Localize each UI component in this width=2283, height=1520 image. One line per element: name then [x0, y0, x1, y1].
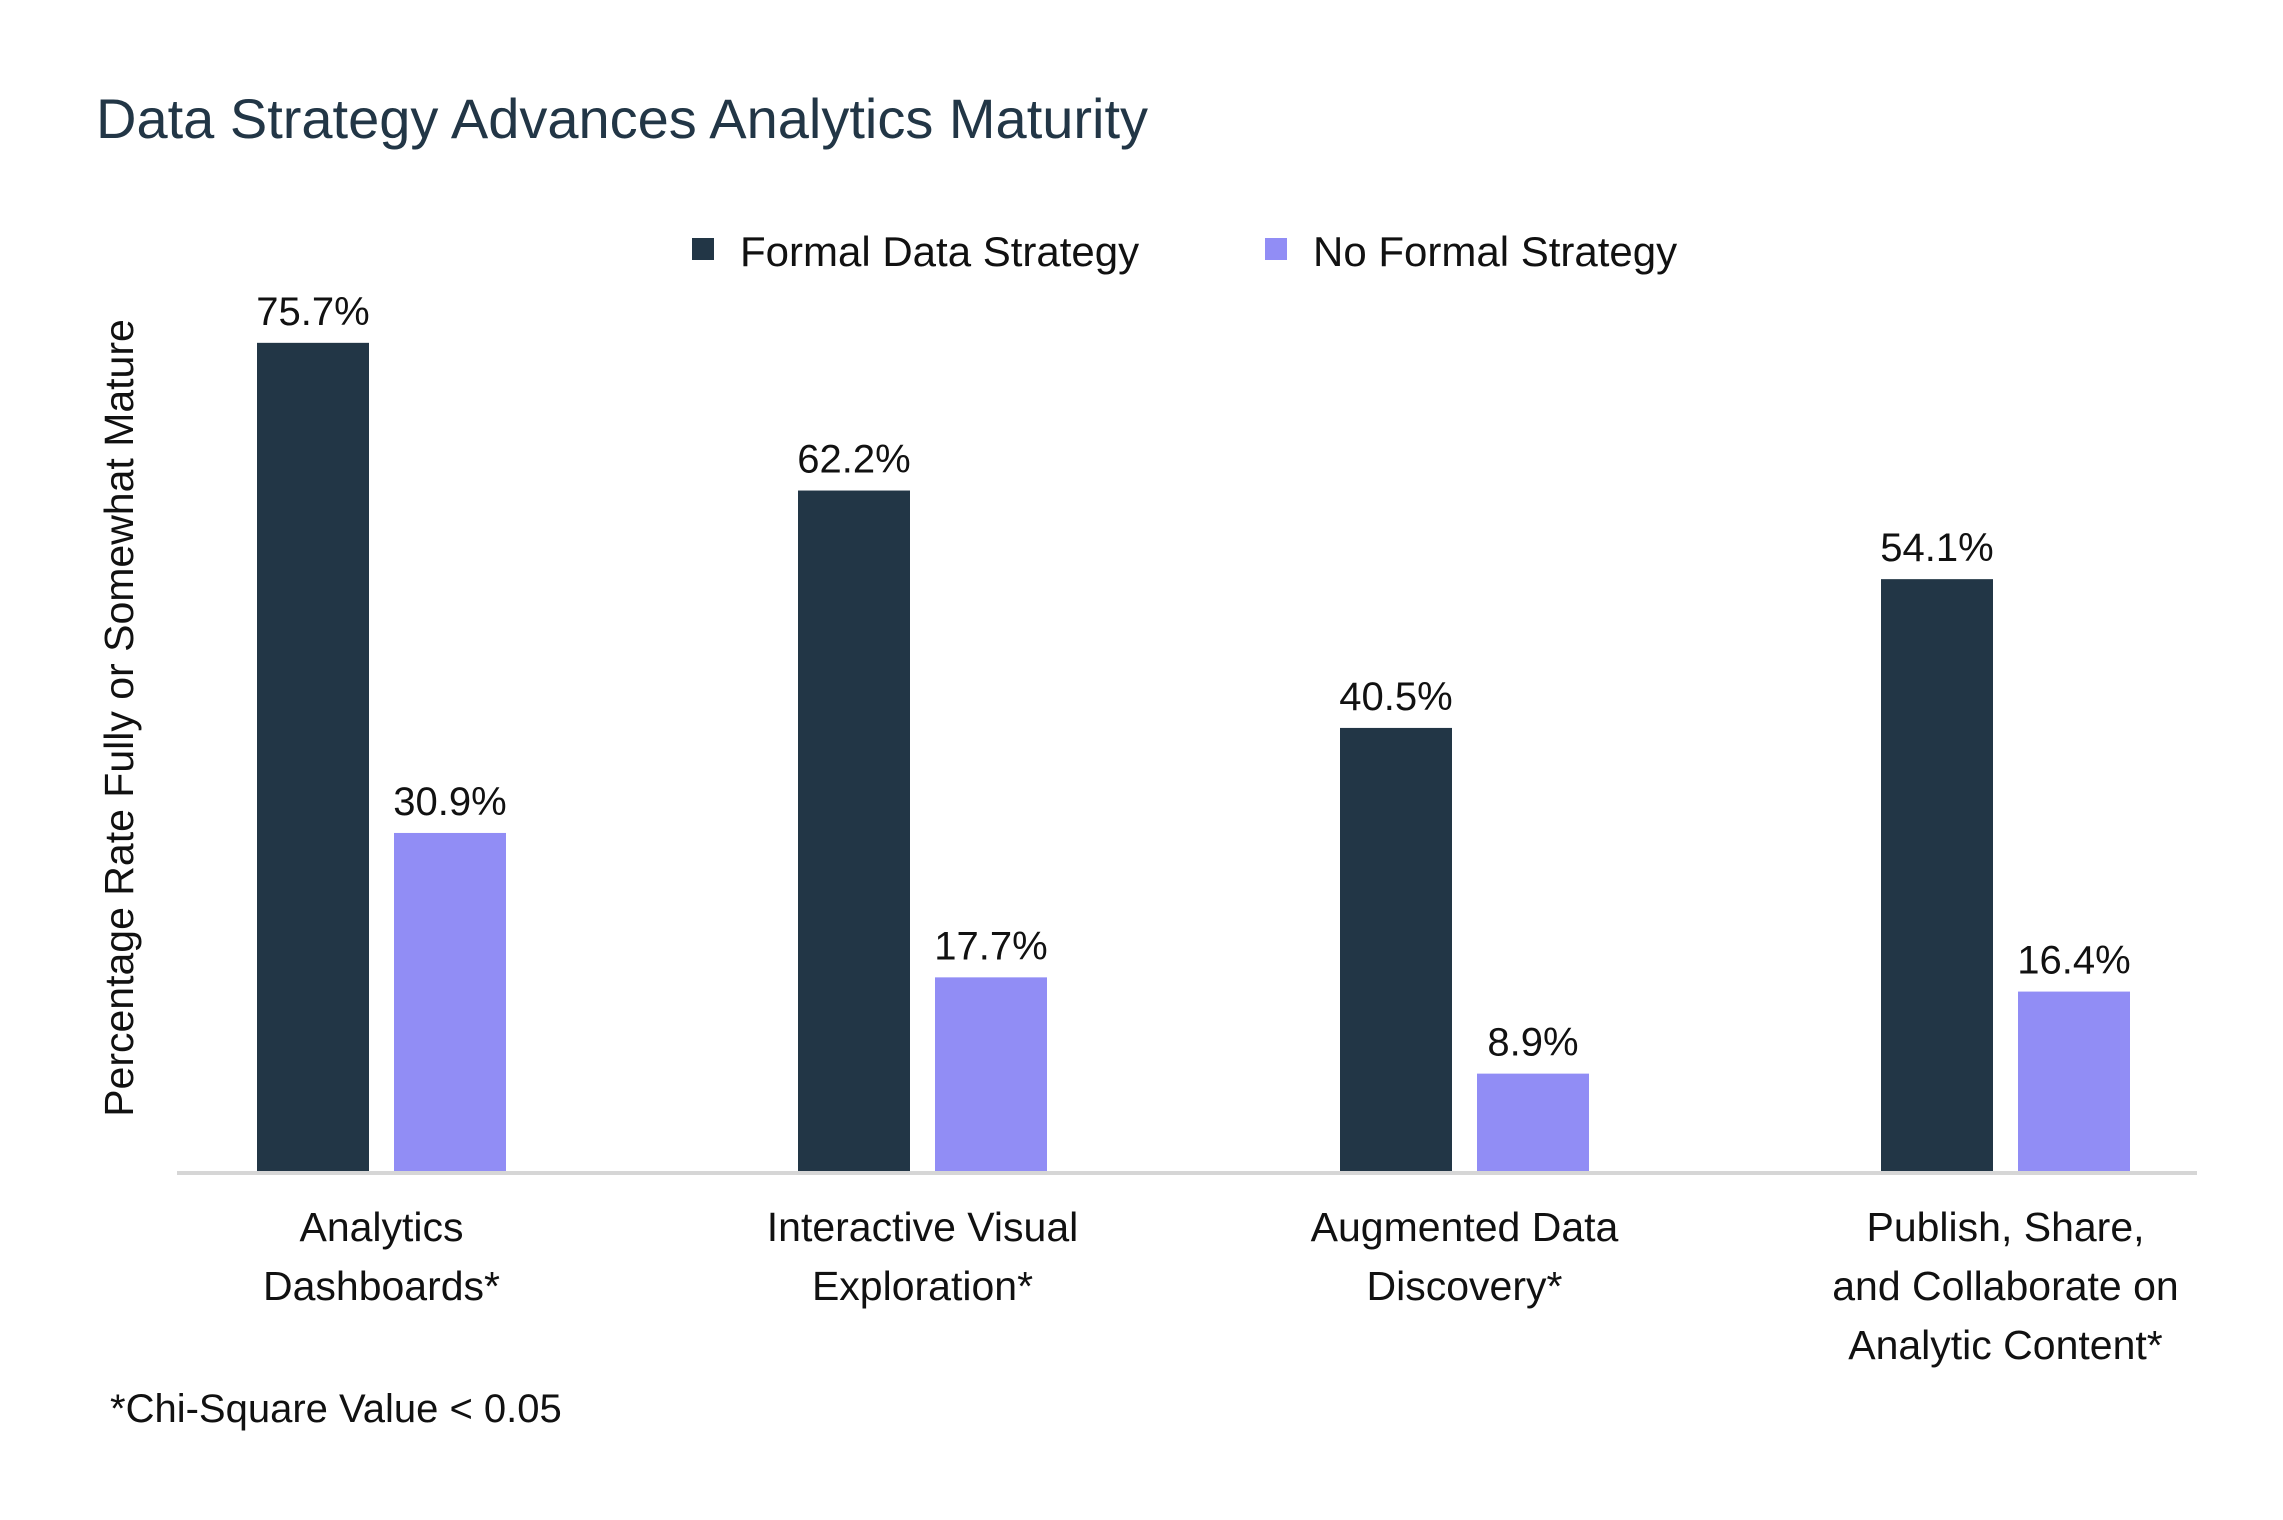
value-label-formal-2: 40.5% [1339, 675, 1452, 719]
value-label-no-formal-3: 16.4% [2017, 939, 2130, 983]
value-labels-group: 75.7% 30.9% 62.2% 17.7% 40.5% 8.9% 54.1% 16.4% [256, 290, 2130, 1065]
bar-formal-1 [798, 490, 910, 1172]
bars-group [257, 342, 2130, 1172]
value-label-no-formal-2: 8.9% [1487, 1021, 1578, 1065]
category-label-0-line-1: Dashboards* [263, 1263, 500, 1309]
category-label-3-line-2: Analytic Content* [1848, 1322, 2163, 1368]
value-label-formal-1: 62.2% [797, 438, 910, 482]
bar-no-formal-0 [394, 832, 506, 1171]
y-axis-label: Percentage Rate Fully or Somewhat Mature [96, 319, 142, 1117]
value-label-no-formal-1: 17.7% [934, 924, 1047, 968]
category-label-0-line-0: Analytics [299, 1204, 463, 1250]
bar-formal-2 [1340, 727, 1452, 1171]
legend: Formal Data Strategy No Formal Strategy [692, 228, 1677, 275]
value-label-no-formal-0: 30.9% [393, 780, 506, 824]
value-label-formal-3: 54.1% [1880, 526, 1993, 570]
category-label-1-line-0: Interactive Visual [767, 1204, 1078, 1250]
legend-swatch-no-formal [1265, 238, 1287, 260]
category-label-3-line-0: Publish, Share, [1866, 1204, 2144, 1250]
legend-swatch-formal [692, 238, 714, 260]
bar-formal-0 [257, 342, 369, 1171]
bar-no-formal-2 [1477, 1073, 1589, 1171]
footnote: *Chi-Square Value < 0.05 [110, 1387, 562, 1431]
legend-label-no-formal: No Formal Strategy [1313, 228, 1677, 275]
category-label-3-line-1: and Collaborate on [1832, 1263, 2178, 1309]
category-label-2-line-0: Augmented Data [1311, 1204, 1619, 1250]
category-labels-group: Analytics Dashboards* Interactive Visual Ex… [263, 1204, 2179, 1368]
chart-title: Data Strategy Advances Analytics Maturit… [96, 87, 1148, 150]
category-label-1-line-1: Exploration* [812, 1263, 1033, 1309]
bar-formal-3 [1881, 579, 1993, 1171]
category-label-2-line-1: Discovery* [1367, 1263, 1563, 1309]
bar-no-formal-3 [2018, 991, 2130, 1171]
bar-no-formal-1 [935, 977, 1047, 1171]
value-label-formal-0: 75.7% [256, 290, 369, 334]
legend-label-formal: Formal Data Strategy [740, 228, 1139, 275]
